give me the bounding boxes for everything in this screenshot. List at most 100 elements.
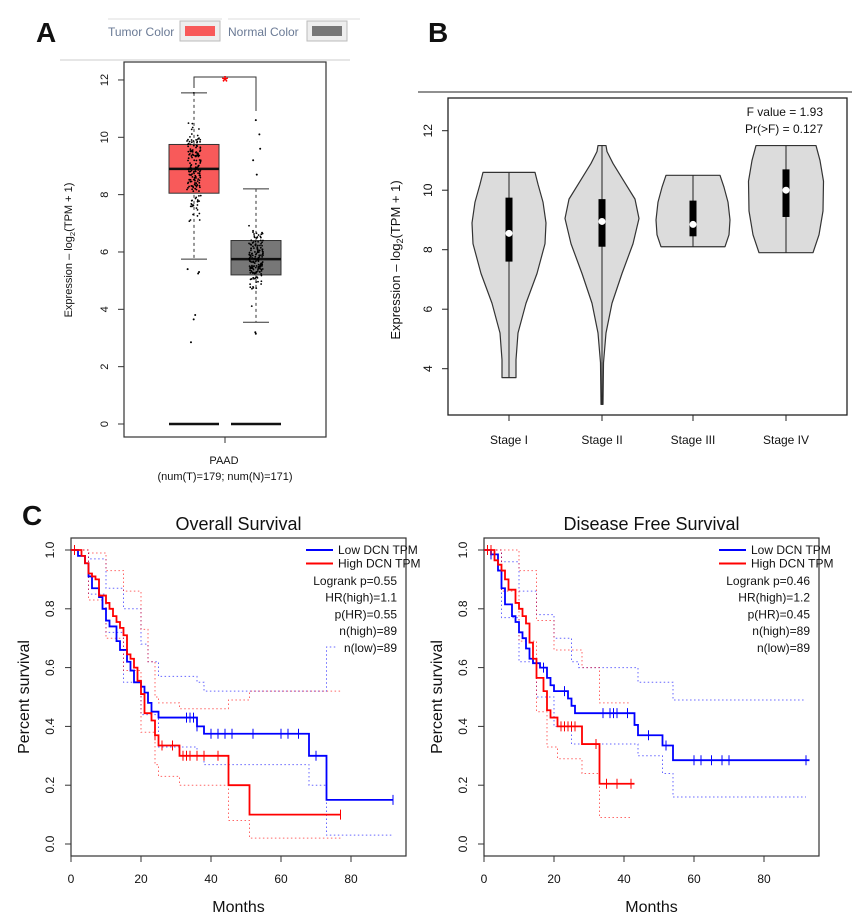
data-point xyxy=(259,246,262,249)
data-point xyxy=(196,152,199,155)
legend-label: High DCN TPM xyxy=(338,557,420,571)
data-point xyxy=(252,260,255,263)
data-point xyxy=(192,190,195,193)
data-point xyxy=(198,194,200,197)
data-point xyxy=(192,154,195,157)
data-point xyxy=(259,239,262,242)
violin-iqr-box xyxy=(505,197,513,262)
ci-lower-high xyxy=(484,549,631,819)
data-point xyxy=(196,204,199,206)
data-point xyxy=(189,136,191,138)
y-tick-label: 0.8 xyxy=(456,600,470,617)
data-point xyxy=(196,134,199,137)
significance-bracket xyxy=(193,76,257,111)
ci-lower-high xyxy=(71,549,341,839)
data-point xyxy=(194,170,197,173)
y-tick-label: 1.0 xyxy=(456,541,470,558)
data-point xyxy=(253,236,256,239)
x-tick-label: Stage II xyxy=(581,433,622,447)
data-point xyxy=(249,269,251,272)
data-point xyxy=(254,266,257,269)
sample-count-label: (num(T)=179; num(N)=171) xyxy=(157,471,292,483)
data-point xyxy=(198,184,201,187)
data-point xyxy=(190,128,193,131)
data-point xyxy=(199,174,201,177)
y-tick-label: 2 xyxy=(99,364,111,370)
data-point xyxy=(198,150,201,153)
data-point xyxy=(257,260,260,263)
x-tick-label: 80 xyxy=(344,872,358,886)
data-point xyxy=(199,194,202,197)
data-point xyxy=(248,258,251,261)
data-point xyxy=(198,170,201,173)
y-tick-label: 8 xyxy=(99,192,111,198)
data-point xyxy=(198,172,201,175)
survival-stat: Logrank p=0.46 xyxy=(726,574,810,588)
data-point xyxy=(199,160,202,163)
data-point xyxy=(256,259,258,261)
data-point xyxy=(195,177,197,179)
data-point xyxy=(250,249,252,252)
data-point xyxy=(251,252,254,255)
data-point xyxy=(190,199,193,202)
data-point xyxy=(254,243,257,245)
plot-frame xyxy=(70,537,407,857)
data-point xyxy=(192,178,195,181)
data-point xyxy=(258,271,261,273)
x-axis-label: Months xyxy=(212,899,264,916)
ci-upper-low xyxy=(71,549,337,692)
data-point xyxy=(257,257,259,260)
data-point xyxy=(190,139,193,141)
data-point xyxy=(199,140,201,143)
violin-median xyxy=(505,229,513,237)
significance-star: * xyxy=(222,74,229,91)
data-point xyxy=(261,255,264,258)
data-point xyxy=(254,272,257,274)
data-point xyxy=(250,247,252,250)
x-axis-label: Months xyxy=(625,899,677,916)
data-point xyxy=(260,283,263,285)
data-point xyxy=(252,286,254,288)
panel-label-c: C xyxy=(22,500,42,531)
data-point xyxy=(254,277,257,280)
data-point xyxy=(255,265,258,267)
data-point xyxy=(189,143,192,146)
ci-upper-high xyxy=(71,549,341,710)
data-point xyxy=(196,208,199,211)
panel-label-b: B xyxy=(428,17,448,48)
boxplot-panel: 0 2 4 6 8 10 12 Expression – log2(TPM + 1) PAAD (… xyxy=(63,61,327,483)
data-point xyxy=(255,287,258,290)
survival-stat: n(low)=89 xyxy=(757,641,810,655)
data-point xyxy=(252,229,254,232)
violin-median xyxy=(598,217,606,225)
data-point xyxy=(255,281,258,284)
legend-label: High DCN TPM xyxy=(751,557,833,571)
x-tick-label: 20 xyxy=(134,872,148,886)
data-point xyxy=(254,240,257,243)
y-tick-label: 0.2 xyxy=(43,777,57,794)
panel-label-a: A xyxy=(36,17,56,48)
data-point xyxy=(248,253,251,256)
data-point xyxy=(258,254,261,257)
data-point xyxy=(197,172,199,175)
data-point xyxy=(260,262,262,265)
data-point xyxy=(249,278,252,281)
outlier-point xyxy=(254,119,257,122)
survival-stat: n(high)=89 xyxy=(752,624,810,638)
data-point xyxy=(199,138,202,141)
data-point xyxy=(261,244,263,247)
data-point xyxy=(195,138,198,141)
survival-stat: n(high)=89 xyxy=(339,624,397,638)
data-point xyxy=(187,122,190,125)
outlier-point xyxy=(252,159,255,162)
y-tick-label: 0.2 xyxy=(456,777,470,794)
data-point xyxy=(199,186,201,189)
y-tick-label: 0.4 xyxy=(456,718,470,735)
data-point xyxy=(187,181,190,184)
data-point xyxy=(190,164,193,166)
y-tick-label: 0.8 xyxy=(43,600,57,617)
y-axis-label: Percent survival xyxy=(16,640,33,754)
data-point xyxy=(188,220,191,223)
data-point xyxy=(191,156,193,159)
data-point xyxy=(195,182,198,185)
